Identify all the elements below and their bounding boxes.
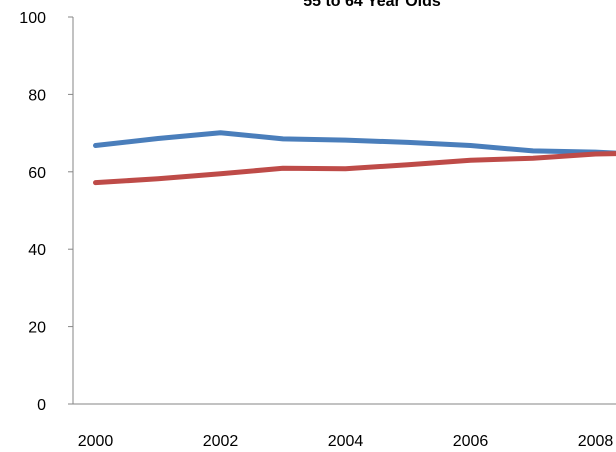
y-tick-label: 20 [28,320,46,337]
x-tick-label: 2006 [453,433,489,450]
y-tick-label: 100 [19,10,46,27]
x-tick-label: 2008 [578,433,614,450]
y-tick-label: 0 [37,397,46,414]
y-tick-label: 40 [28,242,46,259]
y-tick-label: 60 [28,165,46,182]
series-layer [93,130,616,186]
x-tick-label: 2000 [78,433,114,450]
y-tick-label: 80 [28,87,46,104]
x-tick-label: 2004 [328,433,364,450]
chart-title: 55 to 64 Year Olds [303,0,441,10]
series-line-2 [93,151,616,186]
x-axis-ticks: 2000 2002 2004 2006 2008 [78,433,614,450]
series-line-1 [93,130,616,156]
x-tick-label: 2002 [203,433,239,450]
y-axis-ticks: 0 20 40 60 80 100 [19,10,73,414]
